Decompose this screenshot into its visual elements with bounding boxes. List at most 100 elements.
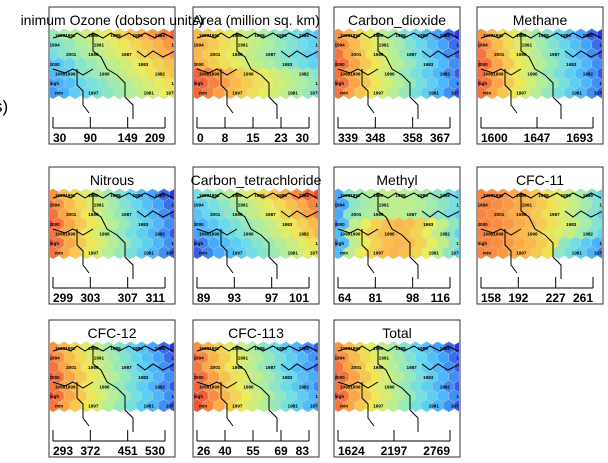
hex-cell — [36, 342, 47, 355]
tick-label: 116 — [431, 291, 451, 305]
hex-cell — [603, 77, 608, 90]
year-label: 1981 — [429, 251, 440, 256]
hex-cell — [464, 48, 475, 61]
year-label: 19931992 — [340, 193, 361, 198]
year-label: 1980 — [171, 81, 182, 86]
year-label: 1987 — [550, 212, 561, 217]
year-label: 1987 — [407, 212, 418, 217]
hex-map: 19931992 1990 1988 1986 1985 1994 1991 1984 2001… — [180, 341, 318, 432]
cluster-border — [337, 68, 379, 76]
year-label: 1988 — [254, 193, 265, 198]
hex-cell — [460, 198, 471, 211]
hex-cell — [175, 38, 186, 51]
year-label: high — [49, 394, 59, 399]
hex-cell — [36, 29, 47, 42]
year-label: high — [49, 81, 59, 86]
component-plane-1: inimum Ozone (dobson units)19931992 1990 1… — [21, 6, 204, 145]
year-label: high — [193, 394, 203, 399]
hex-cell — [464, 29, 475, 42]
year-label: 1994 — [49, 203, 60, 208]
cluster-border — [280, 50, 318, 58]
year-label: 1988 — [395, 346, 406, 351]
hex-cell — [319, 198, 330, 211]
year-label: 1989 — [232, 52, 243, 57]
tick-label: 89 — [197, 291, 211, 305]
year-label: 1986 — [133, 193, 144, 198]
panel-title: inimum Ozone (dobson units) — [21, 12, 204, 28]
year-label: 1991 — [94, 356, 105, 361]
hex-cell — [175, 77, 186, 90]
year-label: 2001 — [210, 365, 221, 370]
year-label: 1983 — [282, 222, 293, 227]
year-label: 2000 — [193, 62, 204, 67]
year-label: 1987 — [122, 52, 133, 57]
year-label: 1991 — [379, 203, 390, 208]
year-label: 1983 — [423, 62, 434, 67]
year-label: 1994 — [334, 356, 345, 361]
year-label: 2000 — [477, 62, 488, 67]
year-label: 1980 — [171, 394, 182, 399]
year-label: 1982 — [155, 231, 166, 236]
year-label: 1987 — [407, 365, 418, 370]
cluster-border — [504, 69, 518, 114]
tick-label: 101 — [289, 291, 309, 305]
hex-cell — [319, 237, 330, 250]
hex-cell — [313, 86, 318, 99]
year-label: 1994 — [477, 203, 488, 208]
year-label: 1982 — [440, 231, 451, 236]
hex-cell — [180, 189, 191, 202]
year-label: 19981999 — [199, 384, 220, 389]
year-label: 1985 — [299, 193, 310, 198]
year-label: 1986 — [133, 33, 144, 38]
cluster-border — [92, 193, 134, 279]
cluster-border — [220, 382, 234, 427]
cluster-border — [220, 69, 234, 114]
panel-title: CFC-11 — [516, 172, 564, 188]
year-label: 1981 — [144, 91, 155, 96]
hex-cell — [460, 77, 471, 90]
tick-label: 69 — [274, 444, 288, 458]
year-label: 19981999 — [55, 71, 76, 76]
year-label: 1984 — [315, 203, 326, 208]
tick-label: 299 — [53, 291, 73, 305]
hex-cell — [319, 217, 330, 230]
tick-label: 149 — [118, 131, 138, 145]
hex-cell — [460, 57, 471, 70]
year-label: 1994 — [49, 356, 60, 361]
hex-cell — [175, 390, 186, 403]
hex-cell — [603, 38, 608, 51]
cluster-border — [421, 210, 459, 218]
year-label: 1996 — [99, 384, 110, 389]
hex-cell — [464, 227, 475, 240]
hex-cell — [464, 208, 475, 221]
tick-label: 98 — [406, 291, 420, 305]
year-label: 1989 — [373, 365, 384, 370]
cluster-border — [136, 363, 174, 371]
year-label: min — [340, 404, 348, 409]
year-label: 1996 — [99, 231, 110, 236]
panel-title: Nitrous — [90, 172, 134, 188]
year-label: 1981 — [572, 251, 583, 256]
year-label: 19931992 — [55, 346, 76, 351]
cluster-border — [76, 382, 90, 427]
cluster-border — [480, 68, 522, 76]
year-label: 1987 — [122, 212, 133, 217]
cluster-border — [92, 33, 134, 119]
year-label: 1979 — [451, 91, 462, 96]
year-label: 1984 — [171, 43, 182, 48]
hex-cell — [321, 361, 332, 374]
year-label: 2000 — [49, 62, 60, 67]
year-label: 1980 — [315, 241, 326, 246]
hex-cell — [180, 342, 191, 355]
year-label: 2000 — [193, 222, 204, 227]
year-label: 19931992 — [340, 33, 361, 38]
year-label: 1994 — [334, 43, 345, 48]
hex-cell — [321, 86, 332, 99]
year-label: 1987 — [550, 52, 561, 57]
year-label: 1989 — [232, 212, 243, 217]
hex-cell — [36, 399, 47, 412]
cluster-border — [377, 346, 419, 432]
year-label: 1982 — [155, 71, 166, 76]
cluster-border — [236, 193, 278, 279]
